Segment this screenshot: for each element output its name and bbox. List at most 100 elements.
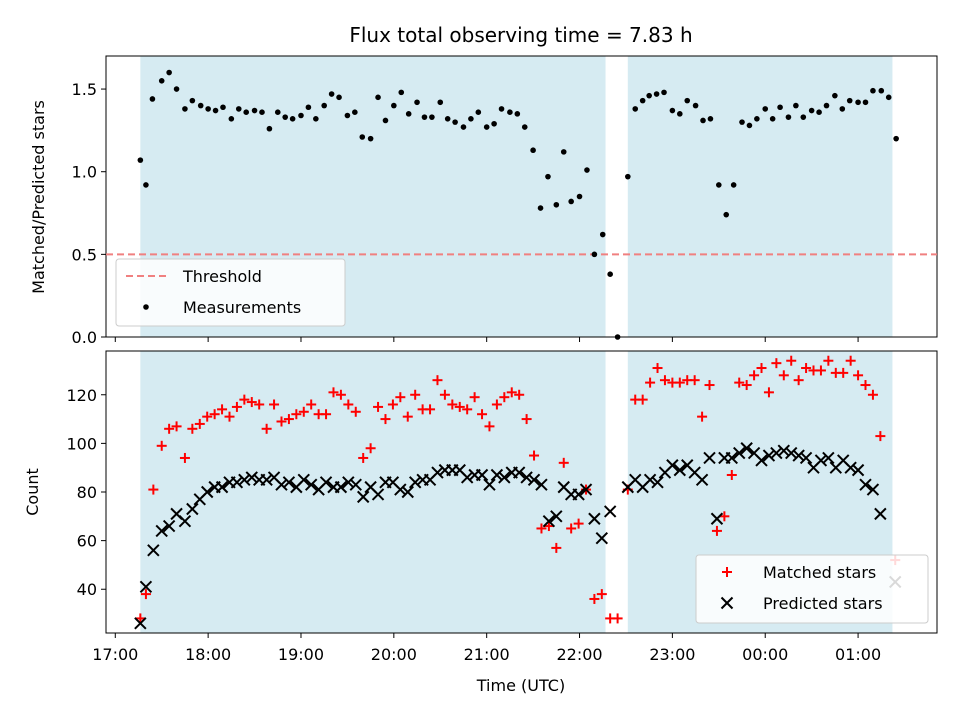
matched-star-point <box>454 401 465 412</box>
measurement-point <box>282 114 288 120</box>
predicted-star-point <box>695 473 709 487</box>
matched-star-point <box>402 411 413 422</box>
bottom-legend: Matched stars Predicted stars <box>695 554 929 624</box>
predicted-star-point <box>603 505 617 518</box>
measurement-point <box>274 109 281 115</box>
legend-box <box>695 554 929 624</box>
matched-star-point <box>283 414 294 425</box>
predicted-star-point <box>490 468 504 482</box>
predicted-star-point <box>550 510 563 523</box>
measurement-point <box>468 116 474 122</box>
measurement-point <box>437 99 444 106</box>
x-tick-label: 21:00 <box>464 645 510 664</box>
measurement-point <box>507 109 513 115</box>
measurement-point <box>398 89 405 96</box>
matched-star-point <box>261 423 272 434</box>
matched-star-point <box>140 589 151 600</box>
matched-star-point <box>637 394 648 405</box>
matched-star-point <box>573 518 584 529</box>
measurement-point <box>669 107 676 114</box>
predicted-star-point <box>588 512 601 525</box>
measurement-point <box>739 119 745 125</box>
matched-star-point <box>269 399 280 410</box>
measurement-point <box>429 114 435 120</box>
predicted-star-point <box>844 461 857 474</box>
matched-star-point <box>566 523 577 534</box>
legend-measurements-label: Measurements <box>183 298 301 317</box>
matched-star-point <box>689 375 700 386</box>
predicted-star-point <box>710 512 724 525</box>
matched-star-point <box>801 363 812 374</box>
measurement-point <box>677 111 683 117</box>
matched-star-point <box>171 421 182 432</box>
measurement-point <box>321 102 327 109</box>
measurement-point <box>305 104 312 111</box>
predicted-star-point <box>408 476 422 489</box>
matched-star-point <box>815 365 826 376</box>
measurement-point <box>661 89 667 96</box>
matched-star-point <box>726 469 737 480</box>
measurement-point <box>785 114 792 120</box>
measurement-point <box>808 107 815 114</box>
predicted-star-point <box>275 478 288 491</box>
measurement-point <box>220 104 226 111</box>
matched-star-point <box>410 389 421 400</box>
measurement-point <box>793 102 799 109</box>
measurement-point <box>823 102 830 109</box>
matched-star-point <box>793 375 804 386</box>
y-tick-label: 100 <box>66 434 97 453</box>
measurement-point <box>692 102 699 109</box>
predicted-star-point <box>134 617 147 630</box>
measurement-point <box>800 114 807 120</box>
matched-star-point <box>763 387 774 398</box>
matched-star-point <box>395 392 406 403</box>
predicted-star-point <box>733 446 746 460</box>
top-ylabel: Matched/Predicted stars <box>29 100 48 294</box>
measurement-point <box>158 77 165 84</box>
plot-frame <box>105 350 938 634</box>
matched-star-point <box>529 450 540 461</box>
measurement-point <box>707 116 714 122</box>
predicted-star-point <box>673 463 687 477</box>
predicted-star-point <box>572 488 585 501</box>
y-tick-label: 1.5 <box>72 80 97 99</box>
predicted-star-point <box>762 449 776 462</box>
top-panel: 0.0 0.5 1.0 1.5 Threshold Measurements <box>72 55 938 347</box>
predicted-star-point <box>342 476 355 489</box>
matched-star-point <box>711 525 722 536</box>
matched-star-point <box>298 406 309 417</box>
matched-star-point <box>187 423 198 434</box>
matched-star-point <box>202 411 213 422</box>
predicted-star-point <box>178 514 192 528</box>
matched-star-point <box>217 404 228 415</box>
measurement-point <box>584 167 590 173</box>
measurement-point <box>754 116 760 122</box>
matched-star-point <box>306 399 317 410</box>
measurement-point <box>344 112 351 119</box>
matched-star-point <box>756 363 767 374</box>
measurement-point <box>189 97 196 104</box>
matched-star-point <box>194 418 205 429</box>
predicted-star-point <box>334 480 348 494</box>
matched-star-point <box>148 484 159 495</box>
measurement-point <box>514 111 521 117</box>
matched-star-point <box>499 392 510 403</box>
y-tick-label: 40 <box>77 580 97 599</box>
measurement-point <box>769 116 776 122</box>
measurement-point <box>166 69 172 76</box>
plot-frame <box>105 55 938 338</box>
measurement-point <box>530 147 536 154</box>
legend-matched-swatch <box>722 567 732 577</box>
measurement-point <box>367 135 374 142</box>
measurement-point <box>568 198 574 205</box>
measurement-point <box>723 211 730 218</box>
x-tick-label: 19:00 <box>278 645 324 664</box>
predicted-star-point <box>475 468 489 482</box>
matched-star-point <box>358 452 369 463</box>
predicted-star-point <box>349 478 362 491</box>
predicted-star-point <box>147 544 160 557</box>
measurement-point <box>182 106 188 112</box>
measurement-point <box>414 99 420 106</box>
measurement-point <box>173 86 180 92</box>
